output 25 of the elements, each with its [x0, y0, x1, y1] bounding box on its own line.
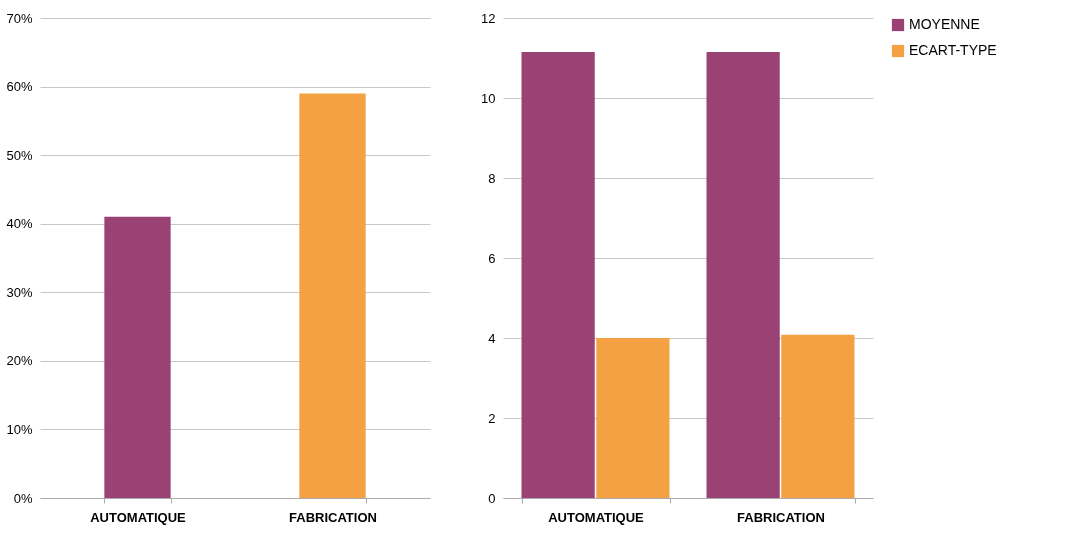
y-tick-label: 0	[488, 490, 496, 506]
x-tick-label: AUTOMATIQUE	[548, 509, 645, 525]
y-tick-label: 10%	[6, 421, 33, 437]
y-tick-label: 12	[481, 10, 496, 26]
y-tick-label: 70%	[6, 10, 33, 26]
bar	[781, 334, 855, 498]
bar	[706, 52, 780, 498]
bar	[521, 52, 595, 498]
x-tick-label: FABRICATION	[289, 509, 377, 525]
y-tick-label: 2	[488, 410, 496, 426]
y-tick-label: 4	[488, 330, 496, 346]
legend-label: MOYENNE	[909, 16, 980, 32]
legend-label: ECART-TYPE	[909, 42, 997, 58]
y-tick-label: 6	[488, 250, 496, 266]
y-tick-label: 30%	[6, 284, 33, 300]
y-tick-label: 0%	[13, 490, 33, 506]
bar	[596, 338, 670, 498]
x-tick-label: FABRICATION	[737, 509, 825, 525]
y-tick-label: 10	[481, 90, 496, 106]
x-tick-label: AUTOMATIQUE	[90, 509, 187, 525]
y-tick-label: 50%	[6, 147, 33, 163]
y-tick-label: 20%	[6, 353, 33, 369]
y-tick-label: 40%	[6, 216, 33, 232]
y-tick-label: 60%	[6, 79, 33, 95]
y-tick-label: 8	[488, 170, 496, 186]
